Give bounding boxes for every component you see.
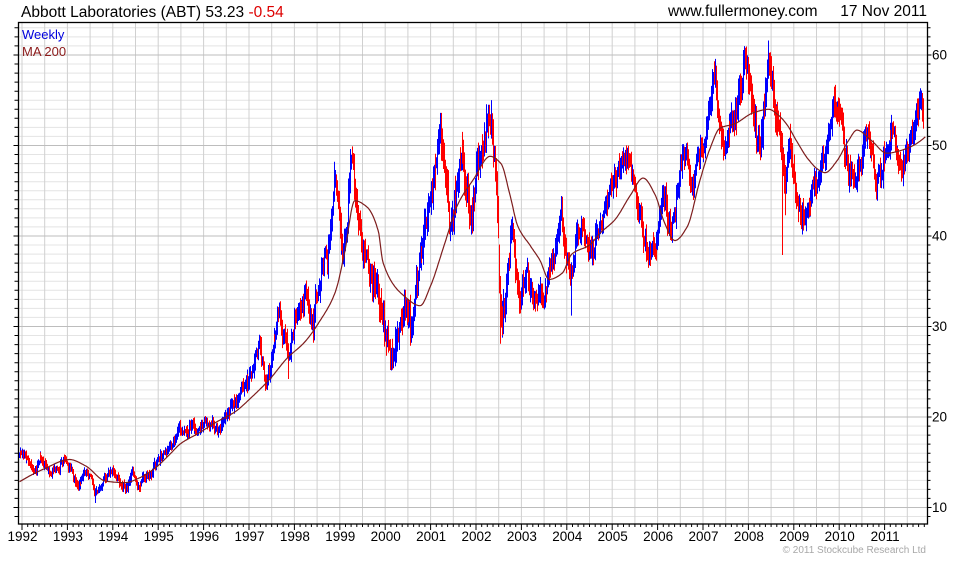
svg-text:1993: 1993: [53, 529, 83, 544]
svg-text:1997: 1997: [234, 529, 264, 544]
svg-text:Weekly: Weekly: [22, 27, 65, 42]
svg-text:2006: 2006: [643, 529, 673, 544]
svg-text:17 Nov 2011: 17 Nov 2011: [840, 3, 927, 20]
svg-text:1995: 1995: [144, 529, 174, 544]
svg-text:30: 30: [932, 319, 947, 334]
svg-text:50: 50: [932, 138, 947, 153]
svg-text:2004: 2004: [552, 529, 583, 544]
svg-text:2010: 2010: [825, 529, 855, 544]
svg-text:2005: 2005: [598, 529, 628, 544]
svg-text:10: 10: [932, 500, 947, 515]
svg-text:www.fullermoney.com: www.fullermoney.com: [667, 3, 818, 20]
svg-text:2000: 2000: [371, 529, 401, 544]
svg-text:2001: 2001: [416, 529, 446, 544]
svg-text:1998: 1998: [280, 529, 310, 544]
svg-text:1996: 1996: [189, 529, 219, 544]
svg-text:2011: 2011: [871, 529, 900, 544]
svg-text:1992: 1992: [7, 529, 37, 544]
svg-text:2008: 2008: [734, 529, 764, 544]
svg-text:2009: 2009: [779, 529, 809, 544]
svg-text:© 2011 Stockcube Research Ltd: © 2011 Stockcube Research Ltd: [783, 545, 926, 556]
svg-text:MA 200: MA 200: [22, 44, 66, 59]
svg-text:2002: 2002: [461, 529, 491, 544]
svg-text:2007: 2007: [688, 529, 718, 544]
svg-text:2003: 2003: [507, 529, 537, 544]
svg-text:60: 60: [932, 48, 947, 63]
svg-text:1994: 1994: [98, 529, 129, 544]
svg-text:40: 40: [932, 229, 947, 244]
svg-text:1999: 1999: [325, 529, 355, 544]
svg-text:Abbott Laboratories (ABT) 53.2: Abbott Laboratories (ABT) 53.23 -0.54: [21, 4, 284, 21]
svg-text:20: 20: [932, 410, 947, 425]
